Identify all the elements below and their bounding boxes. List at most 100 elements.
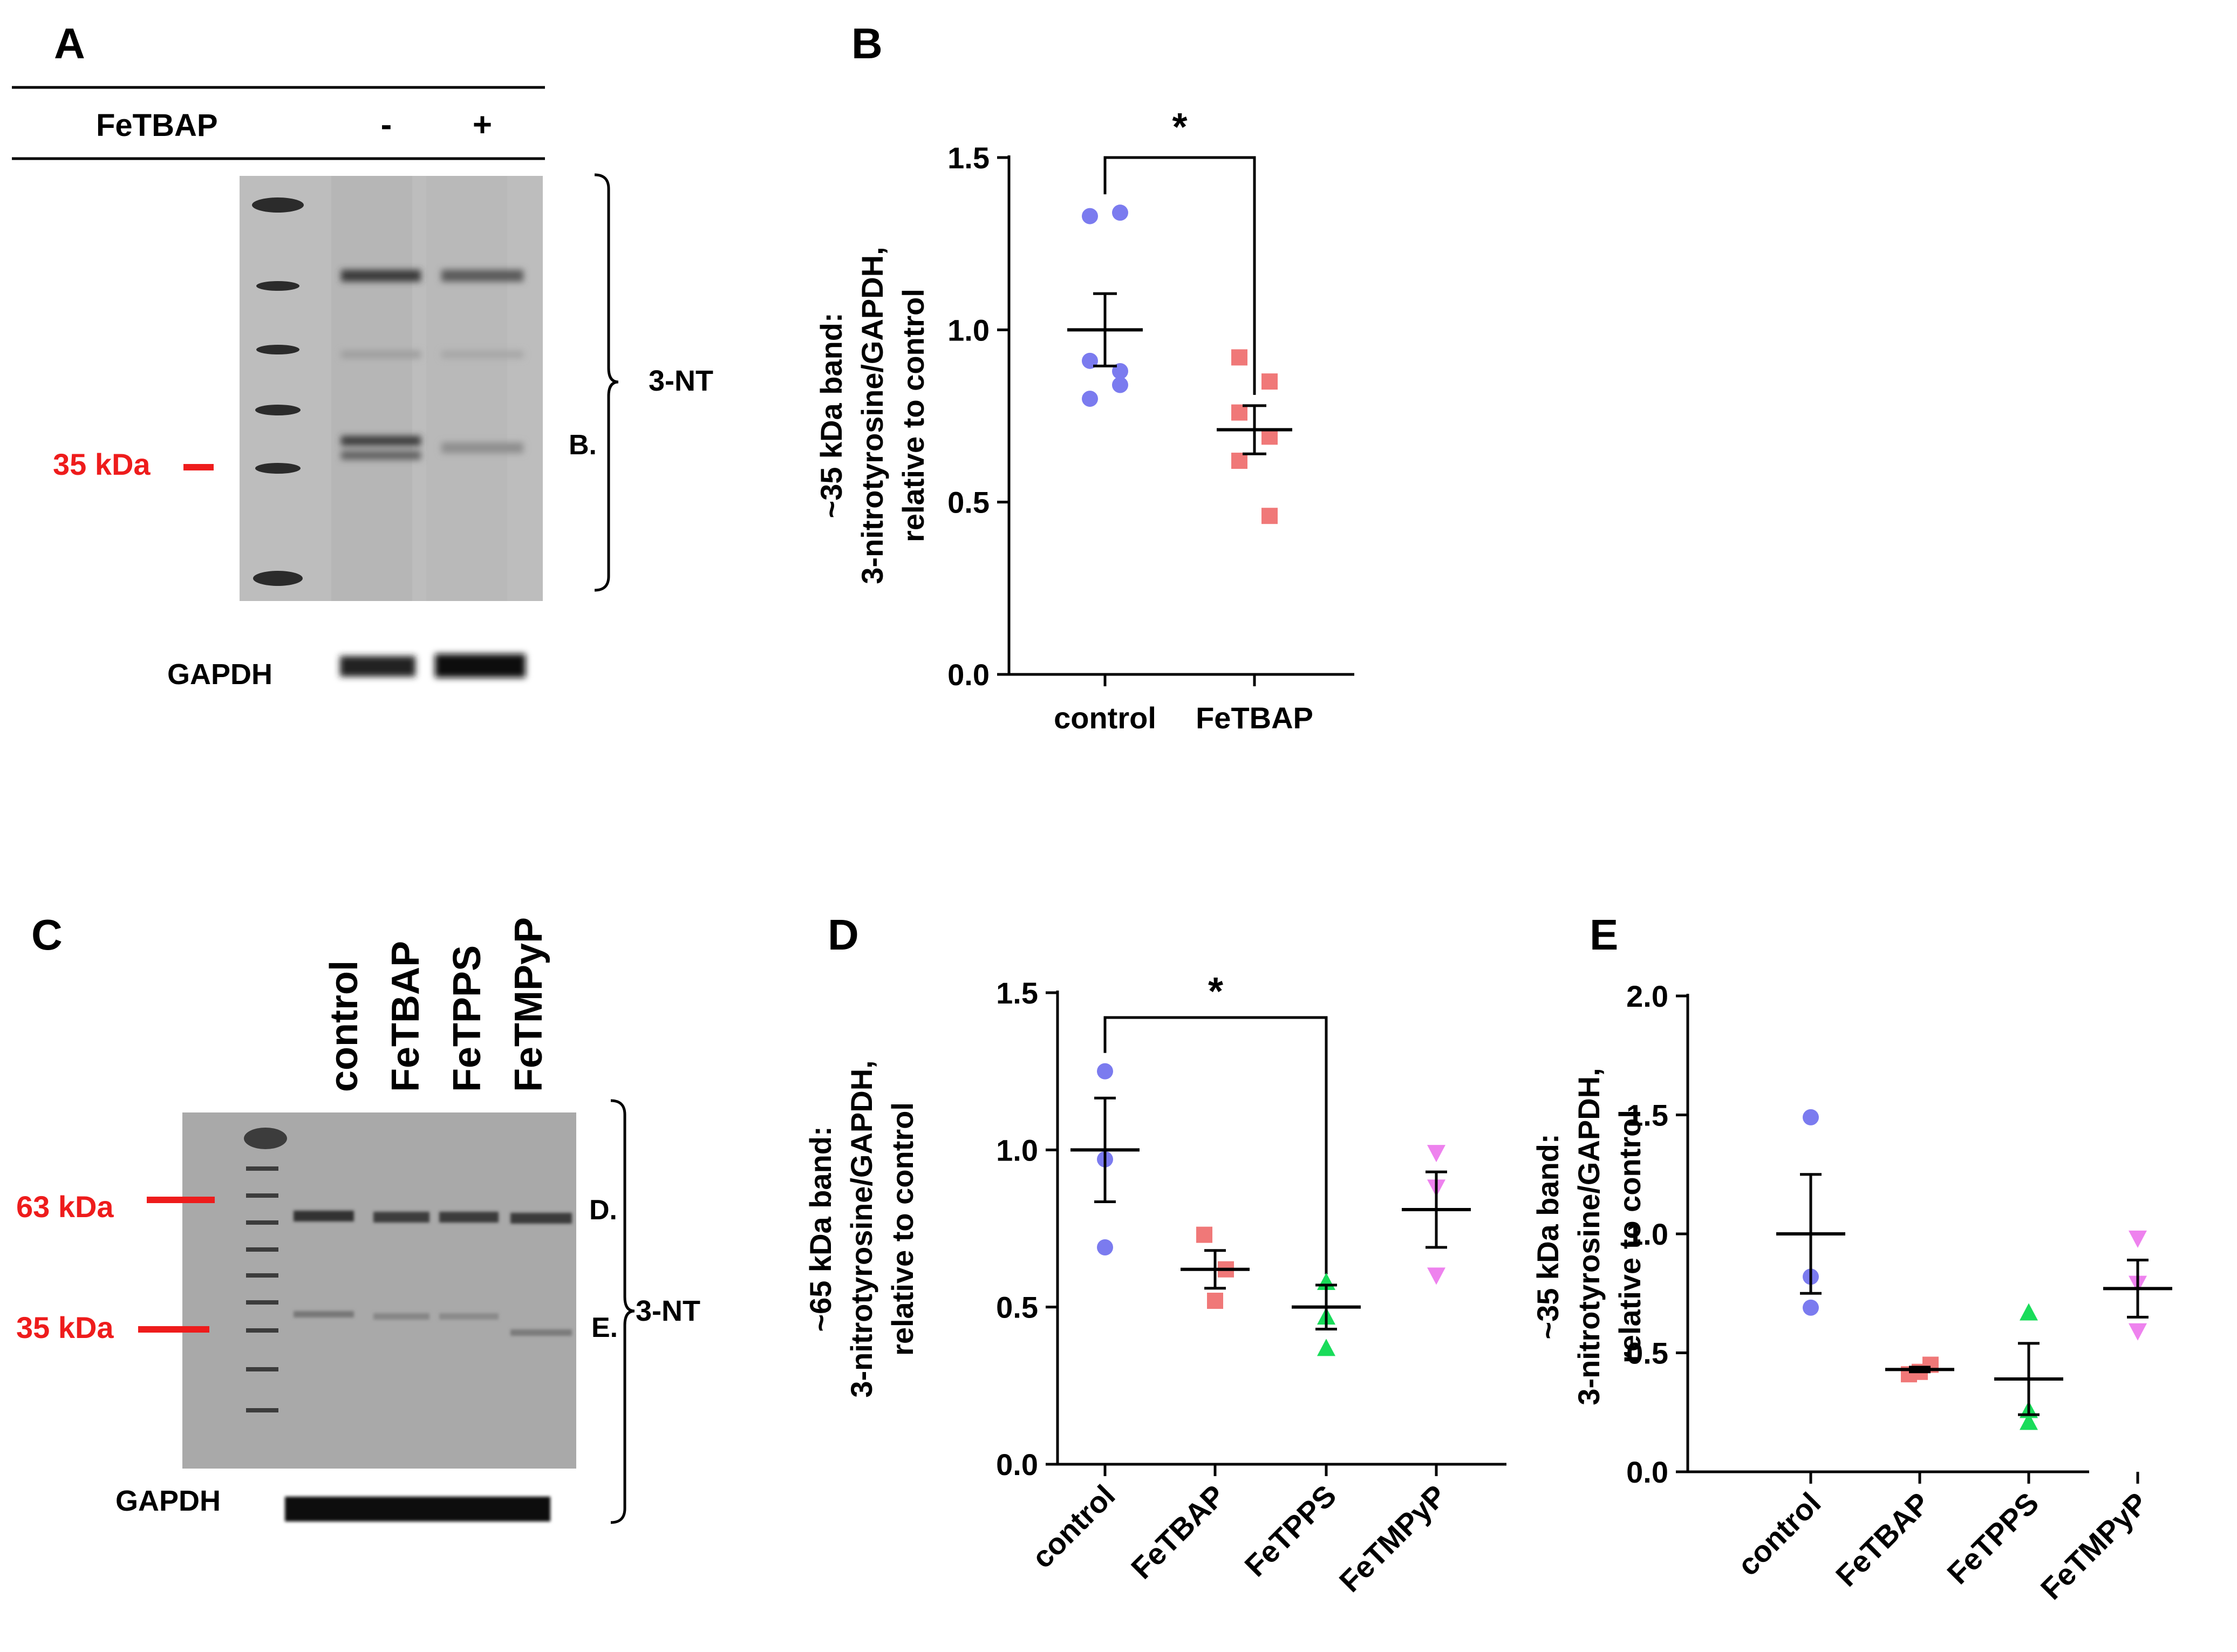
fetmpyp-point [2129, 1230, 2147, 1248]
y-tick-label: 0.0 [996, 1448, 1038, 1482]
chart-e-marks [1776, 1109, 2172, 1430]
control-point [1082, 391, 1098, 407]
y-tick-label: 1.0 [947, 313, 990, 347]
blot-membrane-c [182, 1112, 576, 1469]
marker-tick-35kda [183, 464, 214, 470]
fetmpyp-point [1427, 1145, 1445, 1163]
x-tick-label-fetbap: FeTBAP [1829, 1486, 1936, 1593]
lane-sign-minus: - [381, 106, 392, 144]
control-point [1112, 204, 1128, 221]
band-ref-d: D. [589, 1194, 617, 1226]
chart-e-ylabel: ~35 kDa band: 3-nitrotyrosine/GAPDH, relat… [1531, 1068, 1647, 1405]
gapdh-label: GAPDH [167, 658, 272, 691]
panel-a-blot: FeTBAP - + 35 kDa 3-NT B. [12, 86, 713, 693]
marker-label-63kda: 63 kDa [16, 1190, 114, 1224]
chart-b-ylabel: ~35 kDa band: 3-nitrotyrosine/GAPDH, relat… [814, 247, 930, 584]
fetpps-point [2020, 1303, 2038, 1321]
gapdh-label-c: GAPDH [115, 1485, 221, 1517]
sample-bands [341, 270, 523, 460]
bracket-3nt-c [610, 1099, 635, 1524]
lane-label-fetmpyp: FeTMPyP [507, 917, 550, 1092]
treatment-label: FeTBAP [96, 108, 218, 143]
y-tick-label: 0.5 [1626, 1336, 1668, 1370]
y-tick-label: 1.0 [1626, 1217, 1668, 1251]
y-tick-label: 1.5 [1626, 1098, 1668, 1132]
y-tick-label: 1.5 [996, 976, 1038, 1010]
significance-star: * [1208, 970, 1223, 1013]
significance-bracket [1103, 1016, 1328, 1274]
fetbap-point [1196, 1226, 1212, 1243]
panel-label-b: B [851, 19, 883, 67]
significance-bracket [1103, 156, 1256, 395]
panel-label-a: A [54, 19, 85, 67]
band-ref-b: B. [569, 429, 597, 461]
y-tick-label: 1.5 [947, 141, 990, 175]
gapdh-bands-c [285, 1497, 550, 1521]
panel-c-blot: control FeTBAP FeTPPS FeTMPyP [16, 917, 700, 1541]
x-tick-label-fetbap: FeTBAP [1196, 701, 1313, 735]
control-point [1112, 377, 1128, 393]
y-tick-label: 0.0 [947, 658, 990, 692]
panel-label-e: E [1590, 911, 1618, 959]
lane-sign-plus: + [473, 106, 492, 144]
y-tick-label: 0.5 [996, 1291, 1038, 1325]
fetbap-point [1207, 1293, 1223, 1309]
lane-label-fetpps: FeTPPS [446, 945, 489, 1092]
control-point [1803, 1109, 1819, 1125]
ylabel-line: 3-nitrotyrosine/GAPDH, [1572, 1068, 1606, 1405]
x-tick-label-fetbap: FeTBAP [1124, 1478, 1232, 1586]
lane-label-control: control [323, 960, 366, 1092]
x-tick-label-control: control [1054, 701, 1156, 735]
fetbap-point [1231, 349, 1247, 366]
ylabel-line: ~35 kDa band: [814, 312, 848, 518]
fetmpyp-point [1427, 1267, 1445, 1285]
bracket-label-3nt: 3-NT [649, 365, 713, 397]
sample-bands-c [294, 1211, 572, 1336]
x-tick-label-fetmpyp: FeTMPyP [2034, 1486, 2154, 1606]
chart-e: ~35 kDa band: 3-nitrotyrosine/GAPDH, relat… [1531, 979, 2172, 1606]
ylabel-line: 3-nitrotyrosine/GAPDH, [844, 1060, 878, 1397]
chart-d-significance: * [1103, 970, 1328, 1274]
control-point [1097, 1239, 1113, 1255]
control-point [1082, 208, 1098, 224]
panel-label-d: D [828, 911, 859, 959]
fetbap-point [1261, 508, 1278, 524]
marker-label-35kda-c: 35 kDa [16, 1310, 114, 1344]
bracket-label-3nt-c: 3-NT [636, 1295, 700, 1327]
marker-tick-63kda [147, 1197, 215, 1203]
chart-b-marks [1067, 204, 1292, 524]
x-tick-label-fetpps: FeTPPS [1940, 1486, 2045, 1590]
ylabel-line: relative to control [896, 289, 930, 542]
y-tick-label: 1.0 [996, 1133, 1038, 1167]
panel-label-c: C [31, 911, 63, 959]
control-point [1803, 1299, 1819, 1316]
chart-d-marks [1070, 1063, 1471, 1356]
x-tick-label-control: control [1025, 1478, 1122, 1575]
lane-labels: control FeTBAP FeTPPS FeTMPyP [323, 917, 550, 1092]
marker-tick-35kda-c [138, 1326, 209, 1333]
fetbap-point [1231, 453, 1247, 469]
chart-b: ~35 kDa band: 3-nitrotyrosine/GAPDH, relat… [814, 106, 1354, 735]
ylabel-line: 3-nitrotyrosine/GAPDH, [855, 247, 889, 584]
ylabel-line: ~35 kDa band: [1531, 1134, 1565, 1339]
x-tick-label-control: control [1731, 1486, 1827, 1582]
fetmpyp-point [2129, 1323, 2147, 1341]
control-point [1097, 1063, 1113, 1080]
y-tick-label: 0.5 [947, 486, 990, 520]
ladder-bands-c [244, 1128, 287, 1412]
ladder-bands [252, 197, 304, 586]
chart-e-axes: 0.0 0.5 1.0 1.5 2.0 control FeTBAP FeTPPSFeTMPy… [1626, 979, 2154, 1606]
blot-lane-2 [426, 176, 507, 601]
gapdh-bands [340, 654, 526, 678]
chart-b-axes: 0.0 0.5 1.0 1.5 control FeTBAP [947, 141, 1354, 735]
lane-label-fetbap: FeTBAP [384, 941, 427, 1092]
x-tick-label-fetpps: FeTPPS [1238, 1478, 1342, 1583]
y-tick-label: 2.0 [1626, 979, 1668, 1013]
chart-d: ~65 kDa band: 3-nitrotyrosine/GAPDH, relat… [803, 970, 1506, 1599]
blot-lane-1 [331, 176, 412, 601]
bracket-3nt [594, 173, 619, 592]
fetbap-point [1231, 404, 1247, 421]
fetbap-point [1261, 373, 1278, 390]
ylabel-line: relative to control [885, 1102, 919, 1356]
